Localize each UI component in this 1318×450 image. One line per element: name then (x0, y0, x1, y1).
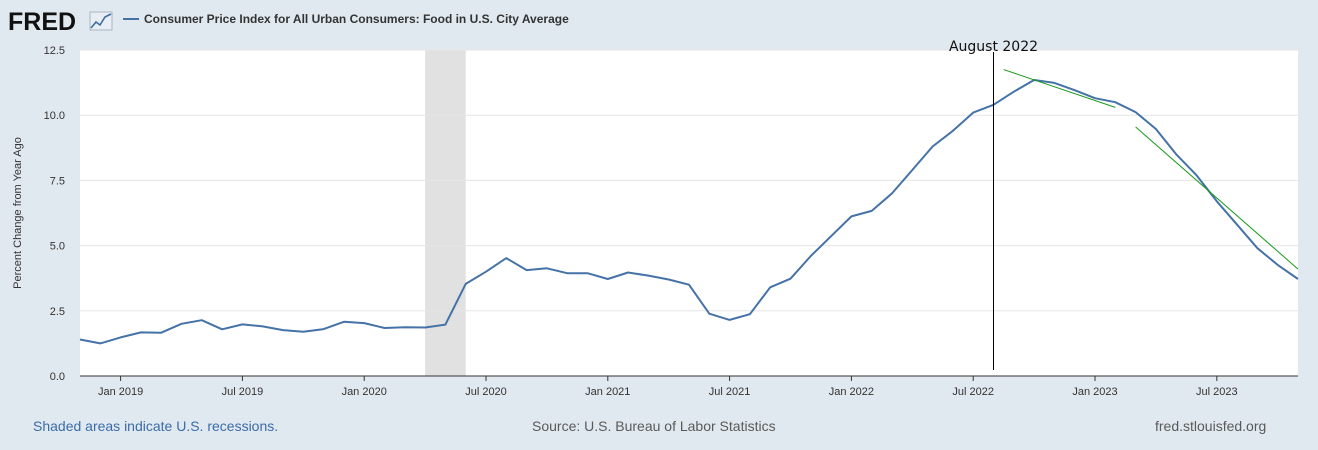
fred-logo-graph-icon (89, 11, 113, 31)
x-tick-label: Jul 2020 (465, 386, 507, 398)
chart: FRED Consumer Price Index for All Urban … (8, 8, 1299, 398)
recession-note[interactable]: Shaded areas indicate U.S. recessions. (33, 418, 279, 434)
y-tick-label: 0.0 (50, 371, 65, 383)
y-tick-label: 10.0 (44, 110, 65, 122)
x-tick-label: Jul 2021 (709, 386, 751, 398)
y-axis-label: Percent Change from Year Ago (12, 137, 24, 289)
annotation-trend-line (1003, 69, 1116, 108)
y-tick-label: 7.5 (50, 175, 65, 187)
y-tick-label: 2.5 (50, 306, 65, 318)
x-tick-label: Jan 2020 (342, 386, 387, 398)
series-line (79, 79, 1299, 345)
plot-area (80, 50, 1298, 376)
site-url[interactable]: fred.stlouisfed.org (1155, 418, 1267, 434)
fred-logo[interactable]: FRED (8, 8, 76, 36)
recession-band (425, 50, 466, 376)
x-tick-label: Jul 2022 (952, 386, 994, 398)
x-tick-label: Jan 2023 (1072, 386, 1117, 398)
x-tick-label: Jan 2019 (98, 386, 143, 398)
y-tick-label: 12.5 (44, 45, 65, 57)
x-tick-label: Jul 2023 (1196, 386, 1238, 398)
series-title[interactable]: Consumer Price Index for All Urban Consu… (144, 12, 569, 26)
y-tick-label: 5.0 (50, 241, 65, 253)
annotation-label: August 2022 (949, 39, 1038, 55)
annotation-trend-line (1135, 126, 1299, 270)
x-tick-label: Jan 2022 (829, 386, 874, 398)
source-text: Source: U.S. Bureau of Labor Statistics (532, 418, 776, 434)
x-tick-label: Jan 2021 (585, 386, 630, 398)
x-tick-label: Jul 2019 (222, 386, 264, 398)
